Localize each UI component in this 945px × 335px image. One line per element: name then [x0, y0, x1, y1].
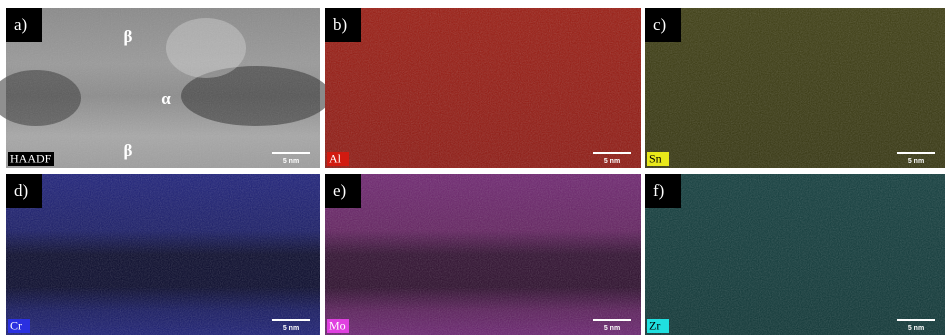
panel-label: e) — [333, 181, 346, 200]
panel: b) Al 5 nm — [325, 8, 641, 168]
scale-label: 5 nm — [908, 158, 924, 165]
panel: a) HAADF 5 nm β α β — [0, 8, 331, 168]
noise — [645, 8, 945, 168]
panel-label: b) — [333, 15, 347, 34]
panel-label: f) — [653, 181, 664, 200]
phase-label: β — [124, 27, 133, 46]
label-box — [645, 8, 681, 42]
element-tag: Mo — [329, 318, 346, 332]
noise — [6, 8, 320, 168]
noise — [325, 174, 641, 335]
label-box — [6, 174, 42, 208]
panel: e) Mo 5 nm — [325, 174, 641, 335]
scale-label: 5 nm — [908, 325, 924, 332]
phase-label: α — [161, 89, 171, 108]
scale-label: 5 nm — [604, 325, 620, 332]
panel-label: c) — [653, 15, 666, 34]
tag-box — [327, 152, 349, 166]
element-tag: HAADF — [10, 151, 52, 165]
panel-label: a) — [14, 15, 27, 34]
panel: f) Zr 5 nm — [645, 174, 945, 335]
label-box — [6, 8, 42, 42]
scale-label: 5 nm — [604, 158, 620, 165]
tag-box — [647, 152, 669, 166]
scale-label: 5 nm — [283, 325, 299, 332]
label-box — [325, 8, 361, 42]
noise — [325, 8, 641, 168]
tag-box — [8, 319, 30, 333]
noise — [6, 174, 320, 335]
noise — [645, 174, 945, 335]
element-tag: Zr — [649, 318, 660, 332]
panel: c) Sn 5 nm — [645, 8, 945, 168]
tag-box — [647, 319, 669, 333]
tag-box — [8, 152, 54, 166]
label-box — [645, 174, 681, 208]
tag-box — [327, 319, 349, 333]
label-box — [325, 174, 361, 208]
phase-label: β — [124, 141, 133, 160]
panel: d) Cr 5 nm — [6, 174, 320, 335]
element-tag: Sn — [649, 151, 662, 165]
element-tag: Al — [329, 151, 342, 165]
scale-label: 5 nm — [283, 158, 299, 165]
panel-label: d) — [14, 181, 28, 200]
element-tag: Cr — [10, 318, 22, 332]
